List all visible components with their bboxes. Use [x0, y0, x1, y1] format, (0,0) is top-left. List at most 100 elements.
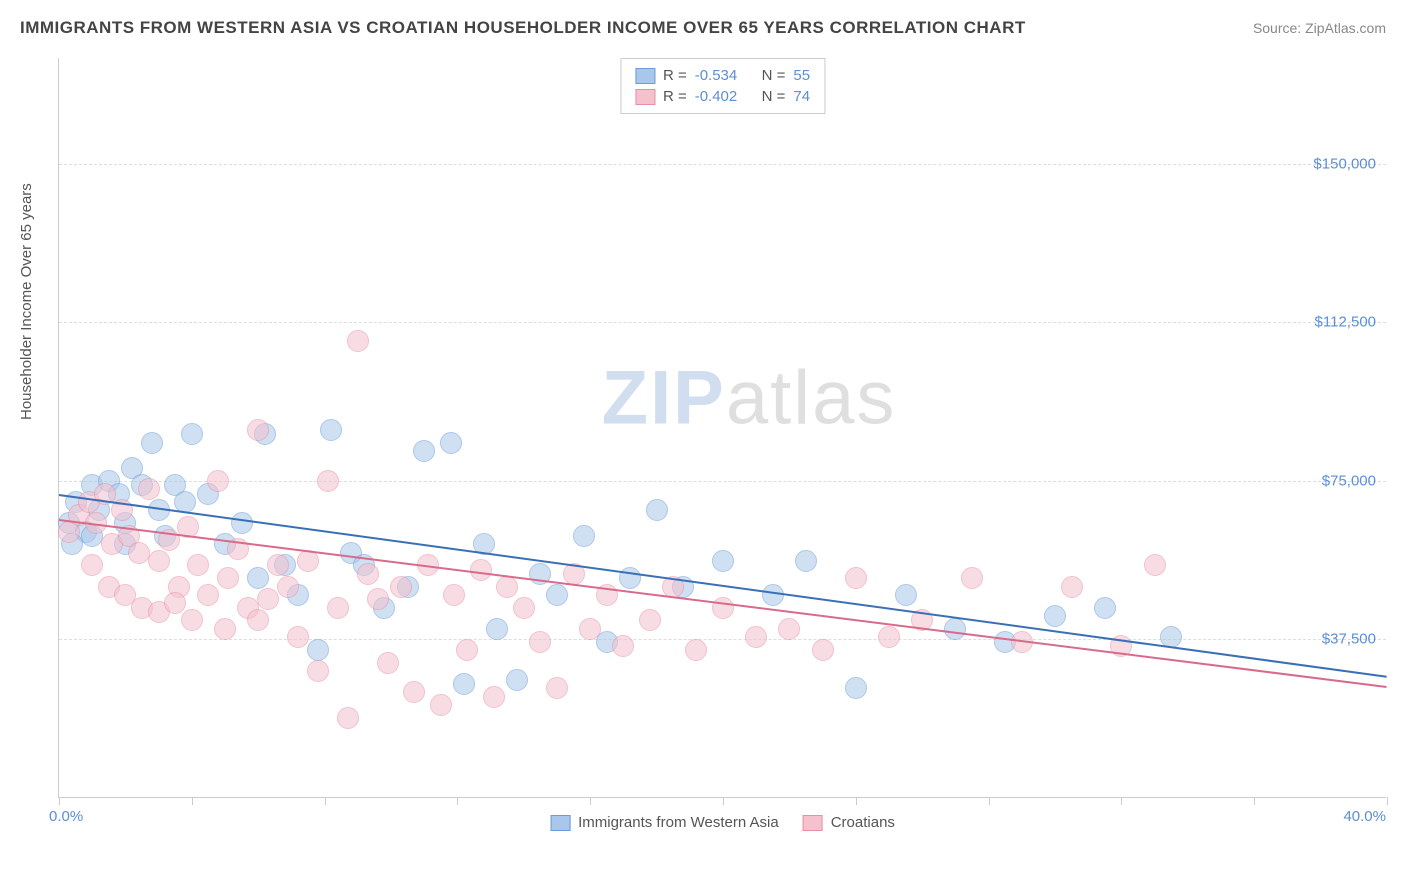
data-point-pink — [81, 554, 103, 576]
data-point-pink — [403, 681, 425, 703]
data-point-pink — [267, 554, 289, 576]
n-label: N = — [762, 67, 786, 84]
r-label: R = — [663, 67, 687, 84]
data-point-blue — [895, 584, 917, 606]
data-point-blue — [573, 525, 595, 547]
swatch-blue — [635, 68, 655, 84]
gridline — [59, 164, 1386, 165]
data-point-pink — [187, 554, 209, 576]
data-point-pink — [287, 626, 309, 648]
n-label: N = — [762, 88, 786, 105]
data-point-pink — [247, 609, 269, 631]
data-point-blue — [1094, 597, 1116, 619]
data-point-blue — [320, 419, 342, 441]
series-legend: Immigrants from Western Asia Croatians — [550, 814, 895, 831]
data-point-blue — [506, 669, 528, 691]
data-point-pink — [1144, 554, 1166, 576]
gridline — [59, 639, 1386, 640]
data-point-pink — [483, 686, 505, 708]
x-tick — [1254, 797, 1255, 805]
data-point-pink — [164, 592, 186, 614]
chart-header: IMMIGRANTS FROM WESTERN ASIA VS CROATIAN… — [20, 18, 1386, 38]
swatch-blue — [550, 815, 570, 831]
data-point-blue — [762, 584, 784, 606]
data-point-pink — [337, 707, 359, 729]
data-point-blue — [795, 550, 817, 572]
data-point-pink — [712, 597, 734, 619]
x-tick — [989, 797, 990, 805]
n-value-pink: 74 — [793, 88, 810, 105]
data-point-pink — [197, 584, 219, 606]
x-tick — [457, 797, 458, 805]
data-point-blue — [646, 499, 668, 521]
legend-item-pink: Croatians — [803, 814, 895, 831]
data-point-blue — [1044, 605, 1066, 627]
y-tick-label: $112,500 — [1315, 314, 1376, 331]
data-point-pink — [390, 576, 412, 598]
watermark-zip: ZIP — [602, 355, 726, 440]
data-point-pink — [148, 550, 170, 572]
watermark: ZIPatlas — [602, 354, 897, 441]
data-point-blue — [845, 677, 867, 699]
data-point-pink — [639, 609, 661, 631]
swatch-pink — [635, 89, 655, 105]
data-point-pink — [745, 626, 767, 648]
data-point-pink — [878, 626, 900, 648]
data-point-blue — [546, 584, 568, 606]
n-value-blue: 55 — [793, 67, 810, 84]
x-tick — [1387, 797, 1388, 805]
data-point-blue — [486, 618, 508, 640]
data-point-pink — [496, 576, 518, 598]
data-point-pink — [181, 609, 203, 631]
data-point-pink — [470, 559, 492, 581]
source-attribution: Source: ZipAtlas.com — [1253, 20, 1386, 36]
data-point-pink — [1061, 576, 1083, 598]
data-point-blue — [712, 550, 734, 572]
x-tick — [1121, 797, 1122, 805]
data-point-pink — [307, 660, 329, 682]
y-tick-label: $150,000 — [1313, 155, 1376, 172]
gridline — [59, 322, 1386, 323]
x-tick — [723, 797, 724, 805]
chart-title: IMMIGRANTS FROM WESTERN ASIA VS CROATIAN… — [20, 18, 1026, 38]
r-label: R = — [663, 88, 687, 105]
data-point-pink — [456, 639, 478, 661]
data-point-blue — [181, 423, 203, 445]
x-tick — [192, 797, 193, 805]
data-point-pink — [327, 597, 349, 619]
stats-row-blue: R = -0.534 N = 55 — [635, 65, 810, 86]
r-value-blue: -0.534 — [695, 67, 738, 84]
data-point-pink — [579, 618, 601, 640]
data-point-pink — [961, 567, 983, 589]
x-axis-max-label: 40.0% — [1343, 808, 1386, 825]
x-axis-min-label: 0.0% — [49, 808, 83, 825]
data-point-pink — [138, 478, 160, 500]
data-point-pink — [347, 330, 369, 352]
data-point-pink — [845, 567, 867, 589]
watermark-atlas: atlas — [726, 355, 897, 440]
data-point-blue — [247, 567, 269, 589]
data-point-blue — [141, 432, 163, 454]
data-point-blue — [413, 440, 435, 462]
scatter-plot-area: ZIPatlas R = -0.534 N = 55 R = -0.402 N … — [58, 58, 1386, 798]
swatch-pink — [803, 815, 823, 831]
data-point-blue — [453, 673, 475, 695]
data-point-pink — [257, 588, 279, 610]
data-point-pink — [430, 694, 452, 716]
data-point-pink — [128, 542, 150, 564]
data-point-blue — [440, 432, 462, 454]
stats-row-pink: R = -0.402 N = 74 — [635, 86, 810, 107]
y-axis-label: Householder Income Over 65 years — [18, 183, 35, 420]
x-tick — [856, 797, 857, 805]
data-point-pink — [377, 652, 399, 674]
data-point-pink — [247, 419, 269, 441]
data-point-pink — [513, 597, 535, 619]
legend-item-blue: Immigrants from Western Asia — [550, 814, 779, 831]
x-tick — [590, 797, 591, 805]
data-point-blue — [231, 512, 253, 534]
data-point-pink — [297, 550, 319, 572]
data-point-pink — [317, 470, 339, 492]
data-point-blue — [944, 618, 966, 640]
y-tick-label: $37,500 — [1322, 631, 1376, 648]
data-point-pink — [778, 618, 800, 640]
